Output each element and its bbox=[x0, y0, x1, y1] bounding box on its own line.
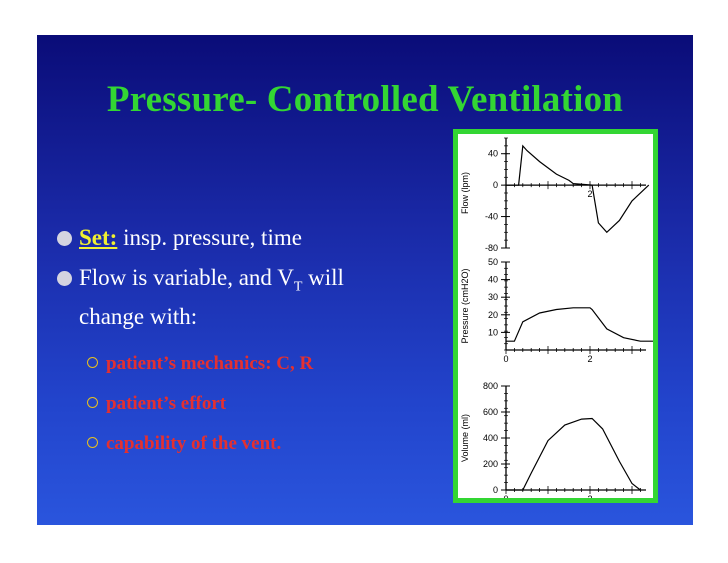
panel-0-ytick-label: 40 bbox=[488, 149, 498, 159]
flow-text: Flow is variable, and V bbox=[79, 265, 294, 290]
panel-2-ytick-label: 600 bbox=[483, 407, 498, 417]
panel-1-xtick-label: 2 bbox=[587, 354, 592, 364]
ring-bullet-icon bbox=[87, 437, 98, 448]
ring-bullet-icon bbox=[87, 397, 98, 408]
panel-2-ytick-label: 200 bbox=[483, 459, 498, 469]
panel-0-series-line bbox=[506, 144, 650, 234]
panel-1-xtick-label: 0 bbox=[503, 354, 508, 364]
panel-0-ytick-label: -80 bbox=[485, 243, 498, 253]
bullet-set: Set: insp. pressure, time bbox=[57, 225, 302, 251]
set-text: insp. pressure, time bbox=[117, 225, 302, 250]
panel-2-ytick-label: 400 bbox=[483, 433, 498, 443]
slide-title: Pressure- Controlled Ventilation bbox=[106, 79, 624, 120]
bullet-dot-icon bbox=[57, 231, 72, 246]
panel-2-series-line bbox=[506, 417, 641, 491]
panel-1-ytick-label: 50 bbox=[488, 257, 498, 267]
panel-2-ytick-label: 800 bbox=[483, 381, 498, 391]
panel-1-ytick-label: 30 bbox=[488, 292, 498, 302]
panel-2-xtick-label: 2 bbox=[587, 494, 592, 498]
sub-bullet-capability: capability of the vent. bbox=[87, 433, 281, 455]
panel-1-ytick-label: 10 bbox=[488, 327, 498, 337]
panel-0-xtick-label: 2 bbox=[587, 189, 592, 199]
sub-bullet-effort: patient’s effort bbox=[87, 393, 226, 415]
bullet-flow: Flow is variable, and VT will bbox=[57, 265, 344, 296]
bullet-dot-icon bbox=[57, 271, 72, 286]
panel-0-ytick-label: 0 bbox=[493, 180, 498, 190]
panel-1-ytick-label: 20 bbox=[488, 310, 498, 320]
panel-2-xtick-label: 0 bbox=[503, 494, 508, 498]
set-label: Set: bbox=[79, 225, 118, 250]
panel-1-ytick-label: 40 bbox=[488, 275, 498, 285]
panel-0-ylabel: Flow (lpm) bbox=[460, 172, 470, 214]
bullet-change: change with: bbox=[79, 304, 198, 329]
sub-bullet-mechanics: patient’s mechanics: C, R bbox=[87, 353, 313, 375]
panel-0-ytick-label: -40 bbox=[485, 212, 498, 222]
flow-text-2: will bbox=[302, 265, 344, 290]
panel-1-series-line bbox=[506, 307, 653, 342]
panel-2-ylabel: Volume (ml) bbox=[460, 414, 470, 462]
ring-bullet-icon bbox=[87, 357, 98, 368]
panel-2-ytick-label: 0 bbox=[493, 485, 498, 495]
panel-1-ylabel: Pressure (cmH2O) bbox=[460, 268, 470, 343]
ventilation-charts: 40 0 -40 -80 2 Flow (lpm) 50 40 30 20 10 0 2 Pressure… bbox=[453, 129, 658, 503]
tidal-subscript: T bbox=[293, 279, 303, 295]
